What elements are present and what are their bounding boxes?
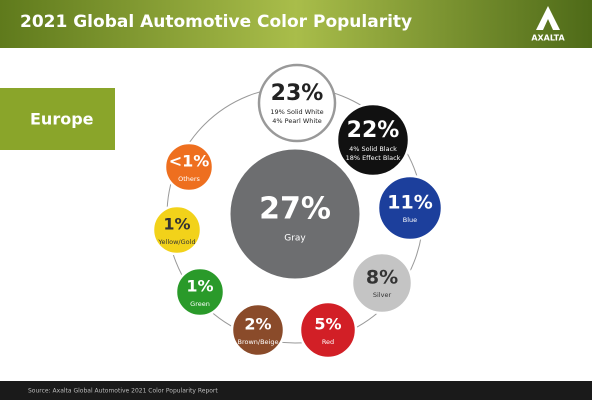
percent: 11% (387, 192, 432, 214)
logo-mark (536, 6, 560, 30)
color-circle (335, 102, 411, 178)
color-circle (174, 266, 226, 318)
color-label: Silver (373, 291, 392, 299)
color-circle (350, 251, 414, 315)
color-label: 4% Solid Black (349, 145, 397, 153)
percent: 2% (244, 315, 271, 334)
color-circle (163, 141, 215, 193)
center-percent: 27% (259, 192, 331, 227)
logo-text: AXALTA (531, 34, 565, 43)
footer-bar (0, 381, 592, 400)
percent: 22% (347, 118, 400, 143)
percent: 8% (366, 267, 398, 289)
percent: 5% (314, 315, 341, 334)
color-circle (151, 204, 203, 256)
color-label: Red (322, 338, 334, 346)
color-circle (257, 63, 337, 143)
color-label: Green (190, 300, 210, 308)
color-label: 19% Solid White (270, 108, 323, 116)
region: Europe (30, 110, 94, 129)
color-label: Blue (403, 216, 417, 224)
color-label: 18% Effect Black (346, 154, 401, 162)
color-label: Yellow/Gold (157, 238, 195, 246)
color-circle (376, 174, 444, 242)
region-box (0, 88, 115, 150)
center-label: Gray (284, 234, 306, 244)
source: Source: Axalta Global Automotive 2021 Co… (28, 388, 218, 395)
percent: 1% (186, 277, 213, 296)
percent: 1% (163, 215, 190, 234)
percent: 23% (271, 81, 324, 106)
color-label: 4% Pearl White (272, 117, 322, 125)
title: 2021 Global Automotive Color Popularity (20, 12, 412, 32)
color-label: Others (178, 175, 200, 183)
color-circle (298, 300, 358, 360)
color-circle (230, 302, 286, 358)
header-banner (0, 0, 592, 48)
color-label: Brown/Beige (238, 338, 279, 346)
percent: <1% (169, 152, 210, 171)
center-circle (227, 146, 363, 282)
